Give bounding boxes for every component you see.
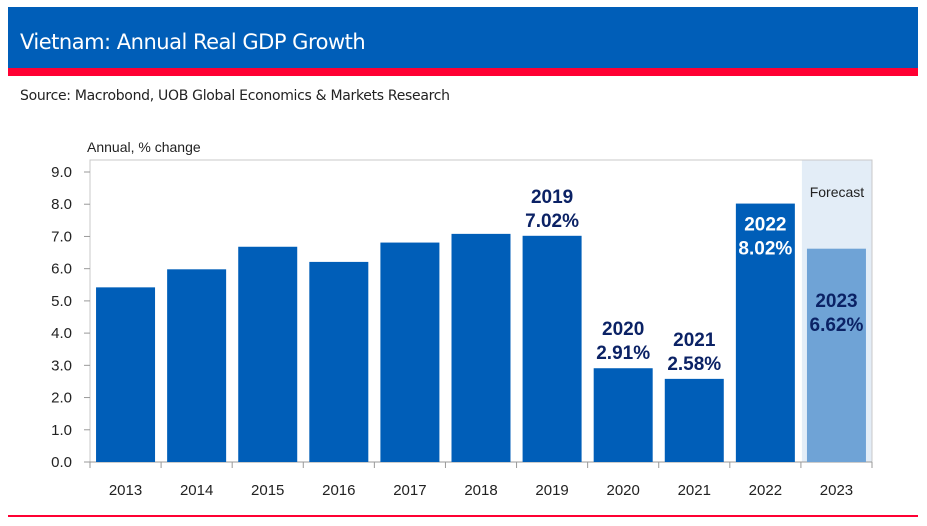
data-label-value-2022: 8.02%: [738, 239, 792, 260]
bar-2019: [522, 235, 582, 462]
bar-2022: [735, 203, 795, 463]
forecast-label: Forecast: [810, 184, 865, 200]
bar-2015: [238, 246, 298, 462]
y-tick-label: 3.0: [51, 357, 72, 374]
y-tick-label: 6.0: [51, 261, 72, 278]
bar-2018: [451, 233, 511, 462]
bar-2021: [664, 378, 724, 462]
x-tick-label: 2023: [820, 482, 853, 499]
x-tick-label: 2014: [180, 482, 213, 499]
bar-2014: [167, 269, 227, 462]
data-label-year-2022: 2022: [744, 215, 786, 236]
x-tick-label: 2022: [749, 482, 782, 499]
y-tick-label: 7.0: [51, 228, 72, 245]
y-tick-label: 0.0: [51, 454, 72, 471]
x-tick-label: 2020: [606, 482, 639, 499]
x-tick-label: 2016: [322, 482, 355, 499]
data-label-year-2020: 2020: [602, 319, 644, 340]
bar-2016: [309, 261, 369, 462]
bar-2013: [96, 287, 156, 462]
y-tick-label: 2.0: [51, 390, 72, 407]
y-tick-label: 9.0: [51, 164, 72, 181]
y-tick-label: 8.0: [51, 196, 72, 213]
y-tick-label: 4.0: [51, 325, 72, 342]
x-tick-label: 2015: [251, 482, 284, 499]
x-tick-label: 2017: [393, 482, 426, 499]
bottom-divider: [8, 515, 918, 517]
header-accent-stripe: [8, 68, 918, 76]
y-tick-label: 1.0: [51, 422, 72, 439]
x-tick-label: 2013: [109, 482, 142, 499]
y-axis-label: Annual, % change: [87, 139, 201, 155]
bar-2020: [593, 368, 653, 462]
data-label-year-2019: 2019: [531, 187, 573, 208]
bar-2017: [380, 242, 440, 462]
chart-title: Vietnam: Annual Real GDP Growth: [20, 30, 366, 54]
data-label-value-2023: 6.62%: [810, 315, 864, 336]
x-tick-label: 2021: [678, 482, 711, 499]
bar-2023: [806, 248, 866, 462]
data-label-year-2023: 2023: [815, 291, 857, 312]
data-label-value-2019: 7.02%: [525, 211, 579, 232]
header-bar: [8, 7, 918, 68]
x-tick-label: 2018: [464, 482, 497, 499]
data-label-value-2021: 2.58%: [667, 354, 721, 375]
x-tick-label: 2019: [535, 482, 568, 499]
y-tick-label: 5.0: [51, 293, 72, 310]
data-label-year-2021: 2021: [673, 330, 716, 351]
source-note: Source: Macrobond, UOB Global Economics …: [20, 88, 450, 104]
data-label-value-2020: 2.91%: [596, 343, 650, 364]
